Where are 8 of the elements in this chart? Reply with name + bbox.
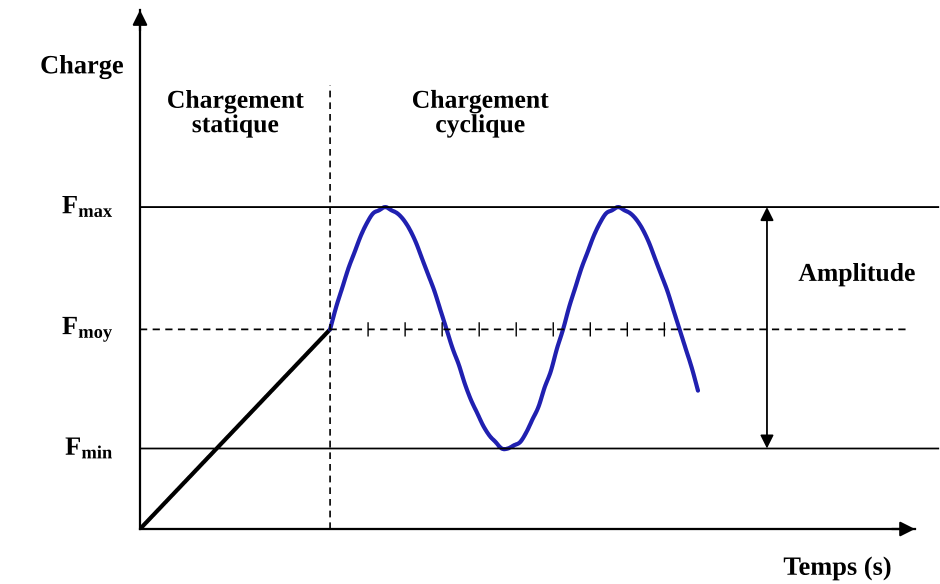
x-axis-title: Temps (s) xyxy=(784,556,890,580)
y-axis-title: Charge xyxy=(41,55,123,80)
text: Amplitude xyxy=(798,263,915,286)
text: Chargement cyclique xyxy=(412,90,549,138)
ref-line-label: F$_{moy}$ xyxy=(62,316,112,342)
ref-line-label: F$_{min}$ xyxy=(66,437,112,458)
ref-line-label: F$_{max}$ xyxy=(62,196,112,218)
text: Chargement statique xyxy=(168,90,304,138)
